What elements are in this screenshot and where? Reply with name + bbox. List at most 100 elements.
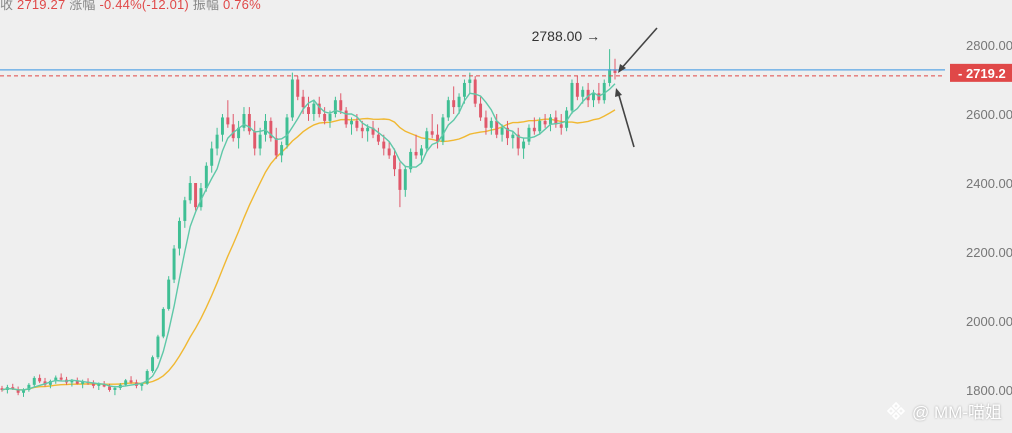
candle-body	[398, 169, 402, 190]
candle-body	[323, 114, 327, 121]
candle-body	[22, 390, 25, 393]
candle-body	[204, 165, 208, 189]
candle-body	[344, 110, 348, 125]
watermark-text: @ MM-喵姐	[912, 403, 1002, 422]
y-tick-label: 2800.00	[966, 38, 1012, 53]
candle-body	[430, 131, 434, 135]
candle-body	[393, 155, 397, 170]
candle-body	[307, 107, 310, 114]
candle-body	[436, 134, 440, 142]
y-tick-label: 2000.00	[966, 314, 1012, 329]
candle-body	[242, 114, 246, 128]
candle-body	[108, 386, 112, 390]
candle-body	[247, 114, 251, 132]
candle-body	[32, 377, 36, 385]
candle-body	[226, 117, 230, 125]
candle-body	[258, 134, 262, 149]
candle-body	[452, 100, 456, 108]
candle-body	[570, 82, 574, 111]
candle-body	[274, 138, 278, 156]
candle-body	[462, 82, 466, 97]
candle-body	[16, 389, 20, 393]
candle-body	[124, 380, 128, 385]
candle-body	[210, 148, 214, 166]
candle-body	[592, 93, 595, 101]
candle-body	[489, 120, 493, 128]
y-tick-label: 2400.00	[966, 176, 1012, 191]
candle-body	[468, 79, 472, 83]
candle-body	[581, 89, 585, 97]
price-info-bar: 收 2719.27 涨幅 -0.44%(-12.01) 振幅 0.76%	[0, 0, 261, 13]
candle-body	[527, 127, 531, 142]
close-label: 收	[0, 0, 14, 12]
candle-body	[414, 151, 418, 156]
last-price-tag	[950, 63, 1012, 82]
candle-body	[360, 127, 364, 132]
candle-body	[602, 82, 606, 101]
candle-body	[457, 96, 461, 108]
candle-body	[516, 134, 520, 149]
candle-body	[328, 114, 332, 121]
candle-body	[194, 183, 198, 208]
change-value: -0.44%(-12.01)	[99, 0, 189, 12]
candle-body	[339, 100, 343, 111]
candle-body	[473, 79, 477, 104]
candle-body	[522, 141, 526, 149]
candle-body	[113, 387, 117, 390]
candle-body	[188, 183, 192, 201]
candle-body	[215, 134, 219, 149]
binance-logo-icon	[886, 401, 906, 420]
candle-body	[350, 120, 353, 125]
candle-body	[156, 336, 160, 358]
candle-body	[575, 82, 579, 97]
candle-body	[129, 380, 133, 383]
high-annotation-label: 2788.00 →	[532, 28, 601, 44]
change-label: 涨幅	[69, 0, 96, 12]
candle-body	[70, 380, 74, 383]
y-tick-label: 2600.00	[966, 107, 1012, 122]
candle-body	[586, 89, 590, 101]
candle-body	[145, 371, 149, 384]
candle-body	[387, 148, 391, 156]
arrow-upper-head	[618, 64, 626, 73]
candle-body	[301, 96, 305, 108]
candle-body	[237, 127, 241, 139]
arrow-upper	[619, 27, 658, 71]
candle-body	[264, 120, 267, 135]
candle-body	[403, 169, 407, 190]
candle-body	[500, 127, 504, 135]
candle-body	[177, 220, 181, 249]
candle-body	[48, 381, 52, 385]
candle-body	[511, 134, 515, 139]
candle-body	[140, 383, 144, 386]
candle-body	[296, 79, 300, 97]
watermark: @ MM-喵姐	[886, 398, 1002, 423]
candle-body	[446, 100, 450, 118]
last-price-label: - 2719.2	[958, 66, 1006, 81]
candle-body	[409, 151, 413, 170]
candle-body	[75, 380, 79, 384]
candle-body	[38, 377, 42, 382]
candle-body	[220, 117, 224, 135]
candle-body	[559, 124, 563, 128]
amplitude-label: 振幅	[192, 0, 220, 12]
candle-body	[290, 79, 294, 118]
candle-body	[532, 127, 536, 132]
candle-body	[355, 120, 359, 128]
candle-body	[371, 127, 375, 135]
candle-body	[280, 145, 284, 156]
candle-body	[199, 188, 203, 208]
candle-body	[54, 377, 58, 382]
amplitude-value: 0.76%	[223, 0, 261, 12]
arrow-lower-head	[615, 88, 622, 97]
candle-body	[538, 120, 542, 132]
close-value: 2719.27	[17, 0, 66, 12]
candle-body	[505, 127, 509, 139]
candle-body	[382, 141, 386, 149]
candle-body	[172, 248, 176, 280]
candle-body	[543, 120, 547, 125]
ma-fast-line	[1, 83, 616, 391]
candle-body	[231, 124, 235, 139]
